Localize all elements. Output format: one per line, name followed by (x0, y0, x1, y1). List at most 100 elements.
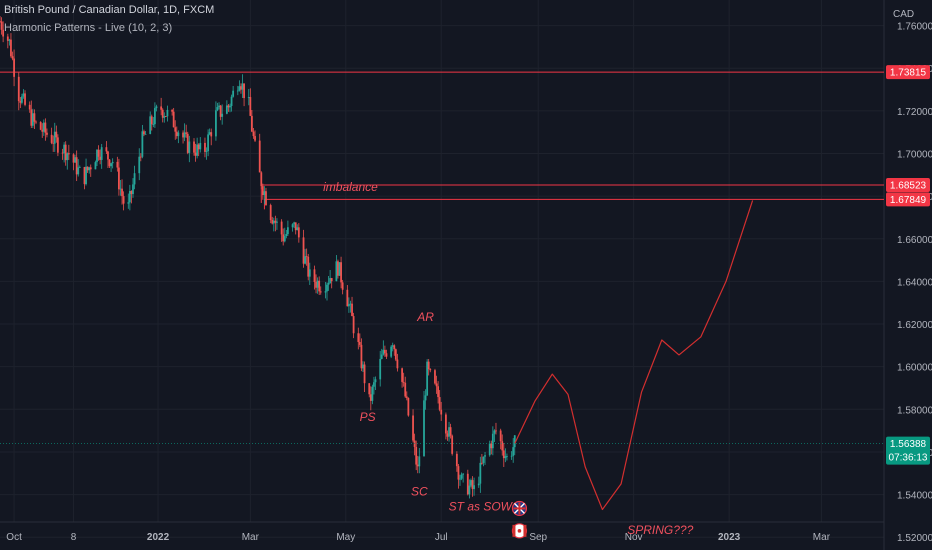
candle-body (153, 108, 156, 125)
candle-body (429, 369, 432, 371)
annotation-label[interactable]: PS (360, 410, 376, 424)
canada-flag-band (523, 524, 527, 537)
candle-body (13, 58, 15, 77)
candle-body (75, 157, 78, 175)
candle-body (407, 397, 410, 416)
candle-body (130, 190, 133, 195)
candle-body (449, 427, 452, 436)
canada-flag-leaf (517, 529, 522, 533)
candle-body (41, 129, 44, 132)
candle-body (108, 159, 111, 167)
price-tick-label: 1.70000 (897, 149, 932, 160)
candle-body (86, 166, 89, 171)
candle-body (215, 110, 217, 137)
candle-body (510, 455, 513, 457)
candle-body (390, 346, 393, 357)
candle-body (304, 256, 306, 264)
candle-body (448, 427, 450, 437)
candle-body (330, 278, 333, 282)
candle-body (451, 435, 454, 454)
projection-curve[interactable] (514, 200, 754, 511)
candle-body (17, 76, 20, 102)
candle-body (185, 132, 188, 134)
candle-body (391, 345, 394, 347)
annotation-label[interactable]: AR (416, 310, 434, 324)
time-tick-label: 2023 (718, 532, 741, 543)
candle-body (110, 163, 112, 167)
candle-body (96, 149, 98, 163)
annotation-label[interactable]: ST as SOW (449, 500, 514, 514)
candle-body (163, 116, 166, 118)
candle-body (385, 353, 388, 357)
candle-body (171, 109, 174, 112)
candle-body (513, 435, 516, 448)
candle-body (56, 137, 59, 153)
candle-body (362, 364, 364, 369)
candle-body (351, 303, 353, 317)
candle-body (225, 105, 228, 114)
candle-body (143, 131, 145, 135)
candle-body (232, 90, 235, 97)
candle-body (94, 162, 97, 170)
candle-body (55, 131, 58, 138)
candle-body (480, 462, 483, 464)
uk-flag-cross (518, 502, 521, 515)
candle-body (44, 122, 47, 133)
candle-body (319, 291, 322, 293)
price-level-tag: 1.68523 (890, 180, 927, 191)
candle-body (307, 256, 310, 277)
candle-body (35, 121, 37, 123)
candle-body (121, 188, 123, 197)
candle-body (30, 109, 33, 126)
candle-body (97, 149, 100, 157)
candle-body (329, 278, 332, 283)
candle-body (243, 83, 245, 99)
candle-body (63, 144, 66, 154)
candle-body (302, 237, 305, 264)
symbol-title[interactable]: British Pound / Canadian Dollar, 1D, FXC… (4, 4, 215, 16)
candle-body (335, 261, 338, 282)
candle-body (459, 478, 461, 480)
annotation-label[interactable]: SPRING??? (627, 523, 693, 537)
indicator-legend[interactable]: Harmonic Patterns - Live (10, 2, 3) (4, 22, 173, 34)
candle-body (229, 105, 231, 108)
price-level-tag-bg (886, 65, 930, 80)
candle-body (272, 220, 275, 224)
time-tick-label: Nov (625, 532, 643, 543)
candle-body (111, 161, 114, 164)
candle-body (473, 485, 475, 490)
candle-body (221, 113, 224, 117)
candle-body (216, 107, 219, 111)
candle-body (423, 400, 425, 457)
candle-body (382, 349, 385, 355)
candle-body (155, 106, 158, 109)
candle-body (28, 104, 31, 110)
candle-body (269, 205, 272, 221)
candle-body (139, 156, 142, 158)
price-level-tag: 1.73815 (890, 68, 927, 79)
candle-body (512, 447, 515, 456)
candle-body (471, 480, 474, 490)
candle-body (152, 124, 155, 125)
candle-body (186, 133, 189, 153)
price-tick-label: 1.76000 (897, 22, 932, 33)
candle-body (460, 474, 463, 479)
price-tick-label: 1.52000 (897, 533, 932, 544)
annotation-label[interactable]: imbalance (323, 180, 378, 194)
annotation-label[interactable]: SC (411, 485, 428, 499)
candle-body (313, 269, 316, 282)
candle-body (107, 151, 109, 160)
candle-body (338, 262, 341, 276)
price-tick-label: 1.54000 (897, 491, 932, 502)
bar-countdown: 07:36:13 (889, 453, 928, 464)
candle-body (199, 142, 202, 150)
candle-body (166, 109, 169, 117)
price-tick-label: 1.60000 (897, 363, 932, 374)
candle-body (53, 131, 56, 144)
candle-body (204, 142, 206, 152)
candle-body (254, 136, 256, 141)
candle-body (445, 414, 447, 434)
candle-body (99, 156, 102, 160)
